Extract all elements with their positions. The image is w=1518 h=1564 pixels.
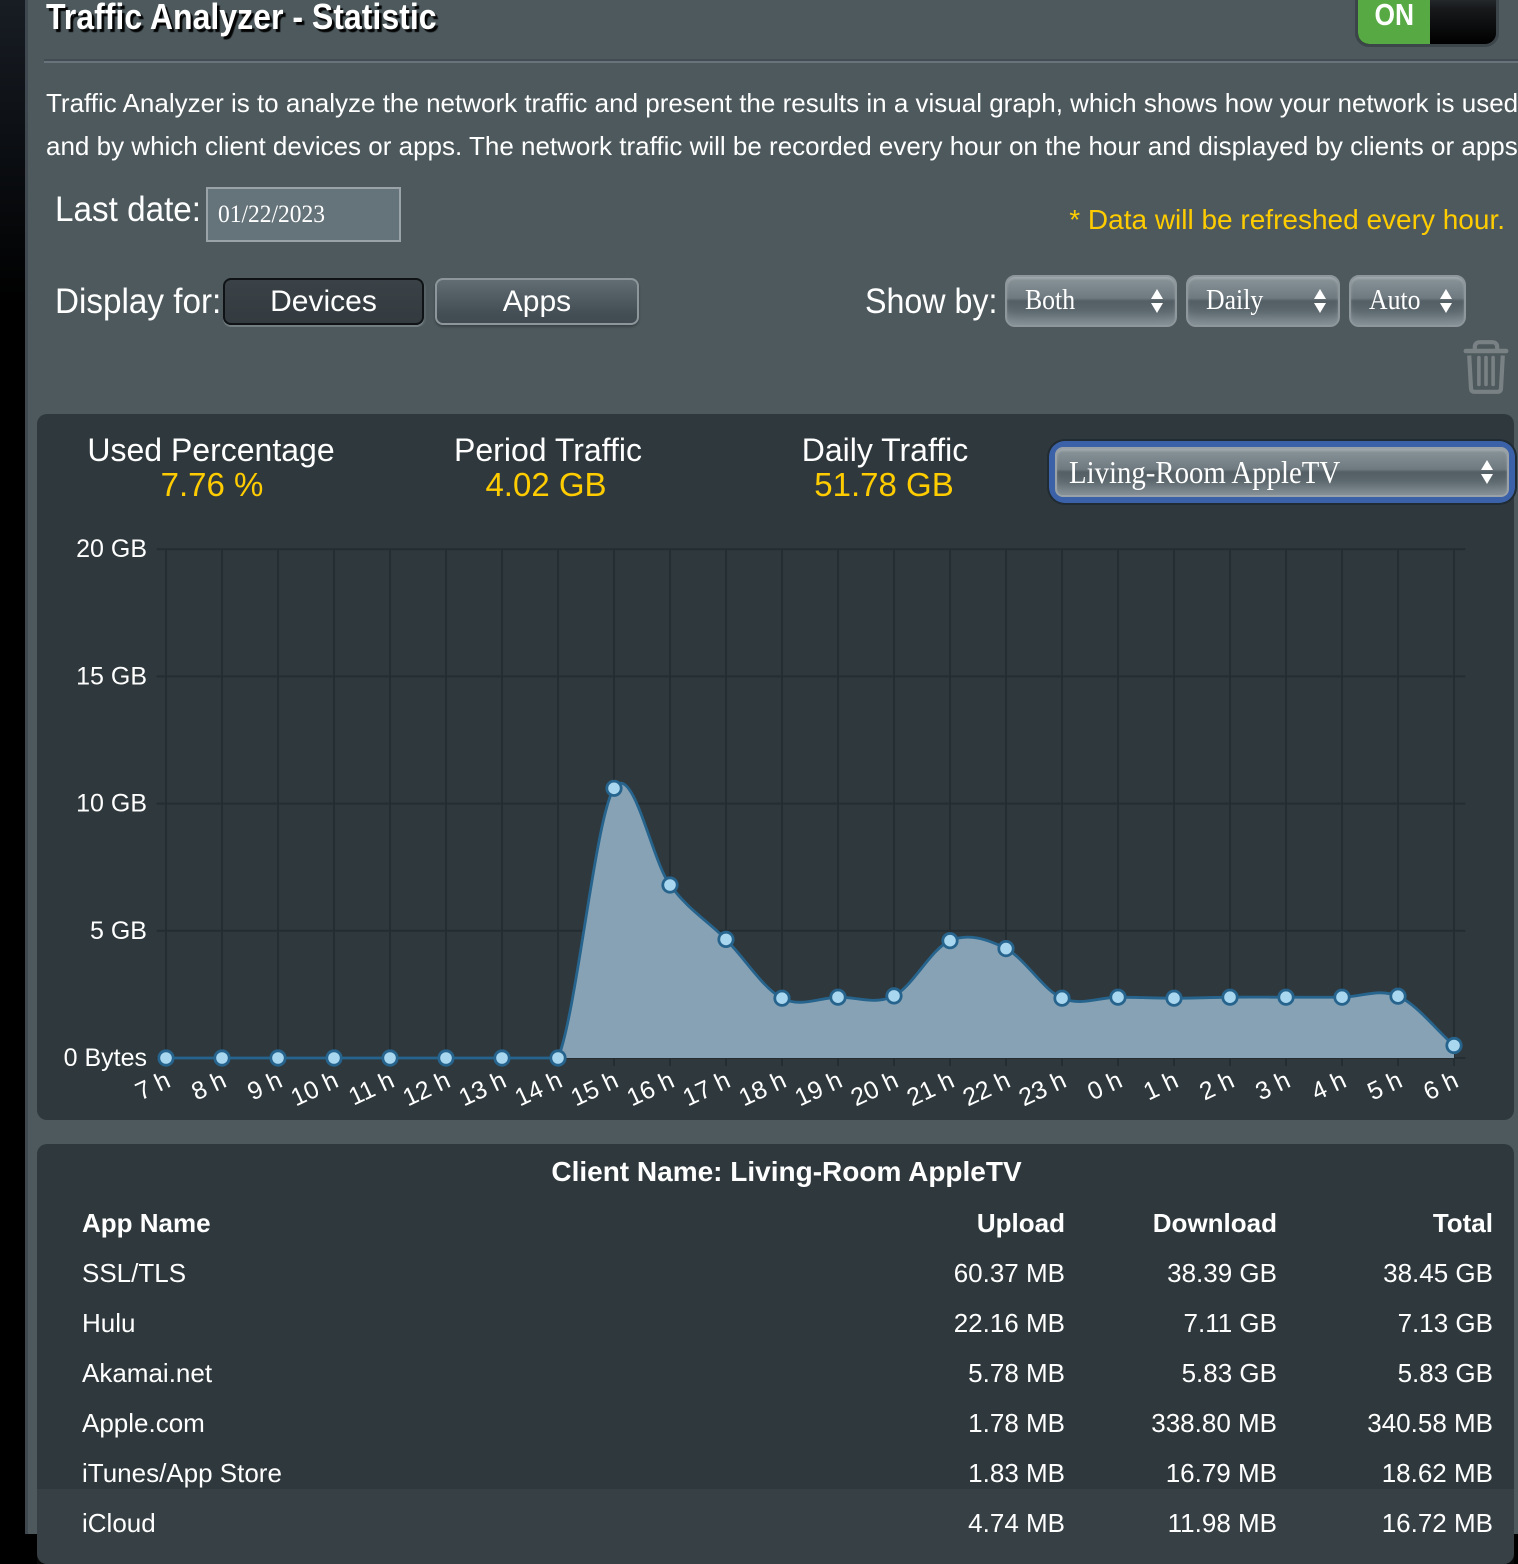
svg-text:13 h: 13 h — [455, 1066, 511, 1112]
svg-text:17 h: 17 h — [679, 1066, 735, 1112]
svg-text:21 h: 21 h — [903, 1066, 959, 1112]
svg-text:16 h: 16 h — [623, 1066, 679, 1112]
svg-text:20 GB: 20 GB — [76, 535, 147, 563]
svg-text:15 h: 15 h — [567, 1066, 623, 1112]
svg-text:0 Bytes: 0 Bytes — [64, 1044, 147, 1072]
svg-text:19 h: 19 h — [791, 1066, 847, 1112]
svg-text:10 h: 10 h — [287, 1066, 343, 1112]
svg-text:11 h: 11 h — [344, 1066, 398, 1111]
svg-text:8 h: 8 h — [187, 1066, 230, 1106]
svg-text:14 h: 14 h — [511, 1066, 567, 1112]
svg-text:6 h: 6 h — [1419, 1066, 1462, 1106]
svg-text:20 h: 20 h — [847, 1066, 903, 1112]
svg-text:10 GB: 10 GB — [76, 790, 147, 818]
svg-text:22 h: 22 h — [959, 1066, 1015, 1112]
svg-text:1 h: 1 h — [1139, 1066, 1182, 1106]
svg-text:2 h: 2 h — [1195, 1066, 1238, 1106]
svg-text:7 h: 7 h — [131, 1066, 174, 1106]
svg-text:18 h: 18 h — [735, 1066, 791, 1112]
svg-text:4 h: 4 h — [1307, 1066, 1350, 1106]
svg-text:9 h: 9 h — [243, 1066, 286, 1106]
svg-text:3 h: 3 h — [1251, 1066, 1294, 1106]
svg-text:5 GB: 5 GB — [90, 917, 147, 945]
svg-text:15 GB: 15 GB — [76, 662, 147, 690]
svg-text:23 h: 23 h — [1015, 1066, 1071, 1112]
svg-text:0 h: 0 h — [1083, 1066, 1126, 1106]
svg-text:12 h: 12 h — [399, 1066, 455, 1112]
svg-text:5 h: 5 h — [1363, 1066, 1406, 1106]
